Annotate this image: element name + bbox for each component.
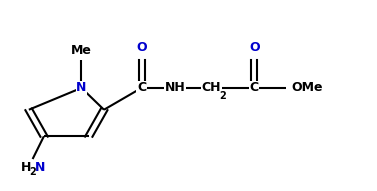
Text: O: O [136,41,147,54]
Text: NH: NH [165,81,186,94]
Text: N: N [76,81,87,94]
Text: C: C [250,81,259,94]
Text: O: O [249,41,259,54]
Text: C: C [137,81,146,94]
Text: OMe: OMe [292,81,323,94]
Text: Me: Me [71,44,92,57]
Text: 2: 2 [219,91,226,100]
Text: 2: 2 [30,167,36,177]
Text: CH: CH [201,81,221,94]
Text: N: N [35,161,45,174]
Text: H: H [21,161,32,174]
